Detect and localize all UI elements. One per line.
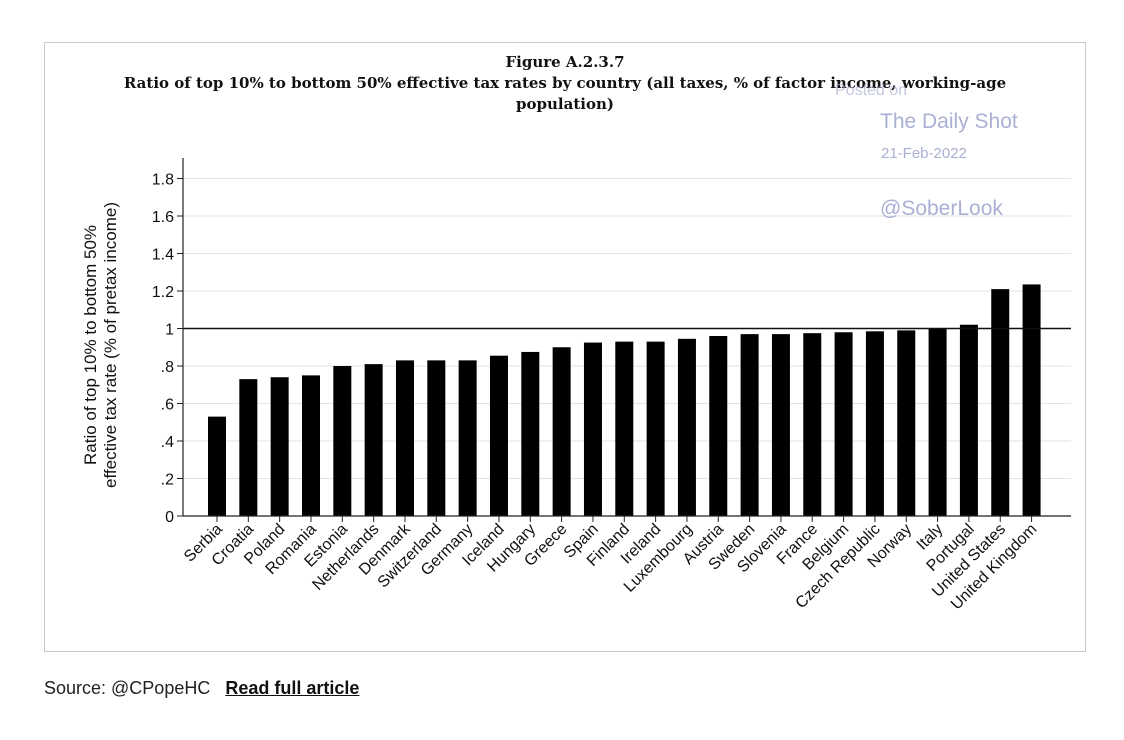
y-tick-labels: 0 .2 .4 .6 .8 1 1.2 1.4 1.6 1.8	[152, 172, 174, 527]
watermark-handle: @SoberLook	[880, 197, 1003, 220]
bar-italy	[928, 328, 947, 516]
y-axis-label-line1: Ratio of top 10% to bottom 50%	[81, 225, 100, 465]
bar-denmark	[395, 360, 414, 516]
bar-france	[803, 333, 822, 516]
watermark-posted: Posted on	[835, 82, 908, 99]
bar-romania	[301, 375, 320, 516]
figure-title-block: Figure A.2.3.7 Ratio of top 10% to botto…	[0, 52, 1124, 115]
figure-title-line2: population)	[516, 95, 614, 113]
bar-portugal	[959, 324, 978, 516]
read-full-article-link[interactable]: Read full article	[225, 678, 360, 698]
y-tick-label: 1.2	[152, 284, 174, 301]
bar-united-states	[991, 289, 1010, 516]
bar-austria	[709, 336, 728, 516]
figure-title-line1: Ratio of top 10% to bottom 50% effective…	[123, 74, 1007, 92]
x-tick-labels: SerbiaCroatiaPolandRomaniaEstoniaNetherl…	[181, 520, 1040, 613]
bar-greece	[552, 347, 571, 516]
bar-poland	[270, 377, 289, 516]
bar-belgium	[834, 332, 853, 516]
bar-iceland	[489, 355, 508, 516]
bar-sweden	[740, 334, 759, 516]
bar-germany	[458, 360, 477, 516]
bars	[208, 284, 1041, 516]
y-axis-label-line2: effective tax rate (% of pretax income)	[101, 202, 120, 488]
bar-ireland	[646, 341, 665, 516]
bar-finland	[615, 341, 634, 516]
bar-czech-republic	[865, 331, 884, 516]
bar-croatia	[239, 379, 258, 516]
y-tick-label: 1.8	[152, 172, 174, 189]
bar-estonia	[333, 366, 352, 516]
bar-spain	[583, 342, 602, 516]
y-tick-label: 0	[165, 509, 174, 526]
bar-netherlands	[364, 364, 383, 516]
y-tick-label: .2	[161, 472, 174, 489]
y-tick-label: 1	[165, 322, 174, 339]
source-line: Source: @CPopeHC Read full article	[44, 678, 359, 699]
y-tick-label: .6	[161, 397, 174, 414]
watermark-brand: The Daily Shot	[880, 110, 1018, 133]
bar-norway	[897, 330, 916, 516]
watermark-date: 21-Feb-2022	[881, 145, 967, 162]
bar-united-kingdom	[1022, 284, 1041, 516]
y-tick-label: .8	[161, 359, 174, 376]
axes	[177, 158, 1071, 522]
bar-switzerland	[427, 360, 446, 516]
y-tick-label: 1.6	[152, 209, 174, 226]
bar-luxembourg	[677, 338, 696, 516]
bar-hungary	[521, 351, 540, 516]
y-tick-label: .4	[161, 434, 174, 451]
bar-serbia	[208, 416, 226, 516]
source-label: Source: @CPopeHC	[44, 678, 211, 698]
bar-slovenia	[771, 334, 790, 516]
y-tick-label: 1.4	[152, 247, 174, 264]
figure-label: Figure A.2.3.7	[505, 53, 625, 71]
